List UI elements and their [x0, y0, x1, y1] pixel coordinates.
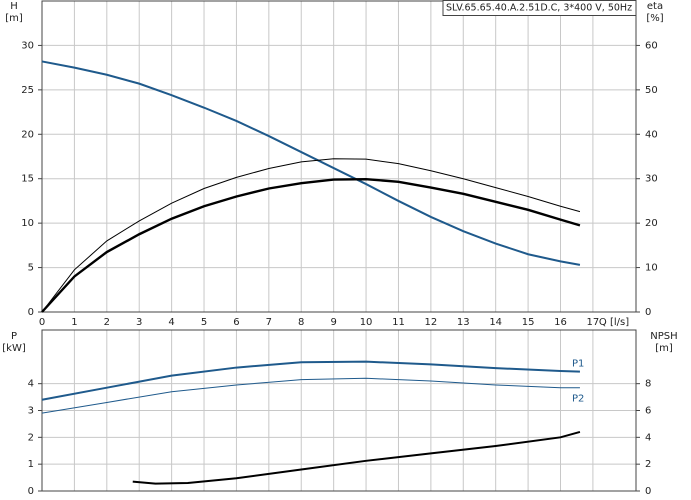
y2-tick-label: 0: [645, 486, 651, 497]
x-tick-label: 6: [233, 317, 239, 328]
x-tick-label: 12: [425, 317, 438, 328]
x-axis-label: Q [l/s]: [599, 317, 629, 328]
plot-frame: [41, 329, 637, 492]
y2-axis-label: eta: [647, 1, 663, 12]
x-tick-label: 9: [330, 317, 336, 328]
series-label: P2: [572, 394, 584, 405]
y-axis-unit: [kW]: [2, 343, 26, 354]
x-tick-label: 8: [298, 317, 304, 328]
curve: [132, 431, 581, 485]
y2-tick-label: 6: [645, 406, 651, 417]
y-tick-label: 3: [28, 406, 34, 417]
x-tick-label: 11: [392, 317, 405, 328]
y2-tick-label: 30: [645, 174, 658, 185]
y-tick-label: 0: [28, 307, 34, 318]
y2-tick-label: 2: [645, 459, 651, 470]
title-box: [442, 0, 637, 16]
series-label: P1: [572, 359, 584, 370]
x-tick-label: 5: [201, 317, 207, 328]
y-axis-label: P: [11, 331, 17, 342]
x-tick-label: 14: [489, 317, 502, 328]
curve: [41, 158, 581, 313]
y-tick-label: 2: [28, 432, 34, 443]
y2-tick-label: 60: [645, 40, 658, 51]
y-tick-label: 1: [28, 459, 34, 470]
y2-axis-label: NPSH: [650, 331, 677, 342]
curve: [41, 60, 581, 266]
y2-tick-label: 4: [645, 432, 651, 443]
y2-tick-label: 0: [645, 307, 651, 318]
x-tick-label: 15: [522, 317, 535, 328]
y2-tick-label: 10: [645, 263, 658, 274]
y2-axis-unit: [%]: [646, 13, 663, 24]
y-tick-label: 15: [21, 174, 34, 185]
y2-axis-unit: [m]: [655, 343, 673, 354]
y2-tick-label: 20: [645, 218, 658, 229]
y-axis-unit: [m]: [5, 13, 23, 24]
x-tick-label: 3: [136, 317, 142, 328]
curve: [41, 360, 580, 401]
x-tick-label: 2: [104, 317, 110, 328]
chart-title: SLV.65.65.40.A.2.51D.C, 3*400 V, 50Hz: [446, 3, 632, 14]
curve: [41, 177, 581, 313]
y-axis-label: H: [10, 1, 18, 12]
x-tick-label: 1: [71, 317, 77, 328]
y-tick-label: 25: [21, 85, 34, 96]
x-tick-label: 4: [168, 317, 174, 328]
y2-tick-label: 8: [645, 379, 651, 390]
y-tick-label: 5: [28, 263, 34, 274]
y-tick-label: 10: [21, 218, 34, 229]
y-tick-label: 30: [21, 40, 34, 51]
plot-frame: [41, 0, 637, 313]
curve: [41, 377, 580, 414]
y-tick-label: 0: [28, 486, 34, 497]
x-tick-label: 16: [554, 317, 567, 328]
y2-tick-label: 40: [645, 129, 658, 140]
y-tick-label: 4: [28, 379, 34, 390]
y-tick-label: 20: [21, 129, 34, 140]
x-tick-label: 7: [266, 317, 272, 328]
y2-tick-label: 50: [645, 85, 658, 96]
x-tick-label: 0: [39, 317, 45, 328]
x-tick-label: 10: [360, 317, 373, 328]
x-tick-label: 17: [587, 317, 600, 328]
x-tick-label: 13: [457, 317, 470, 328]
